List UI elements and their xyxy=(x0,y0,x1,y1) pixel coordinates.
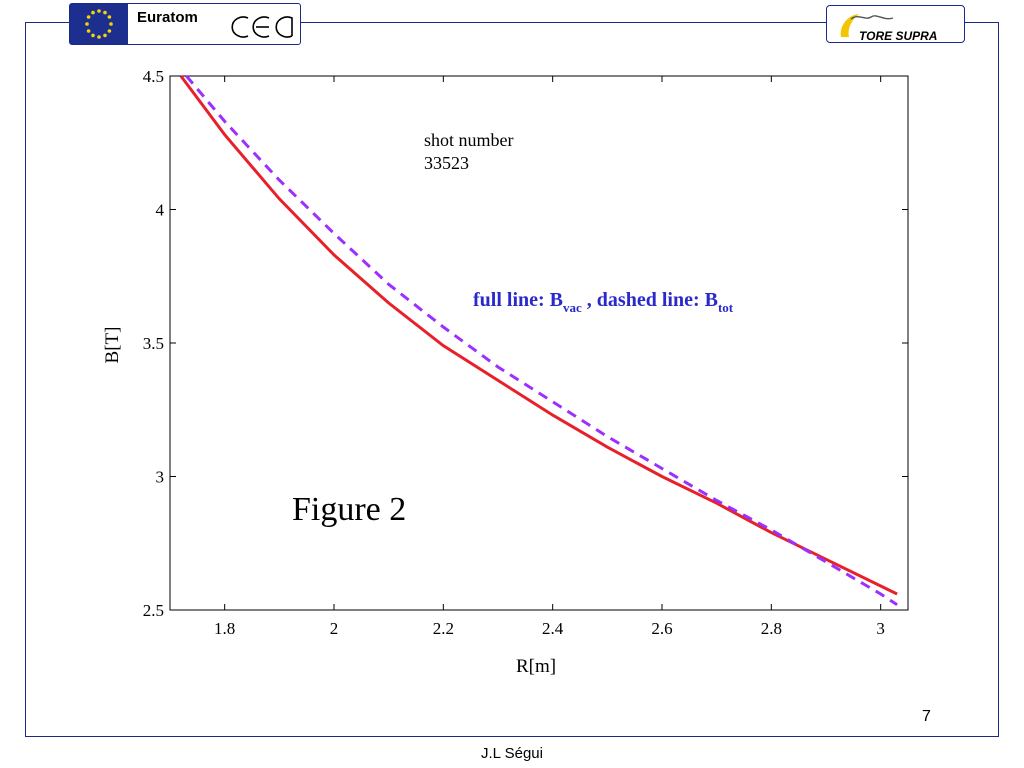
y-tick-label: 3 xyxy=(156,468,165,487)
x-tick-label: 2.2 xyxy=(433,619,454,638)
tore-supra-emblem-icon xyxy=(840,14,894,37)
tore-supra-label: TORE SUPRA xyxy=(859,29,938,43)
legend-sub-tot: tot xyxy=(718,300,734,315)
figure-label: Figure 2 xyxy=(292,491,406,528)
y-tick-label: 4 xyxy=(156,201,165,220)
x-tick-label: 2.6 xyxy=(651,619,672,638)
plot-area xyxy=(169,75,909,611)
legend-text: full line: Bvac , dashed line: Btot xyxy=(473,289,734,315)
y-tick-label: 4.5 xyxy=(143,67,164,86)
legend-sub-vac: vac xyxy=(563,300,582,315)
x-tick-label: 1.8 xyxy=(214,619,235,638)
euratom-cea-logo: Euratom xyxy=(69,3,301,45)
series-line-solid xyxy=(179,75,898,596)
y-axis-label: B[T] xyxy=(102,327,123,364)
shot-number-value: 33523 xyxy=(424,153,469,173)
eu-flag-icon xyxy=(70,4,128,44)
slide-frame xyxy=(25,22,999,737)
x-tick-label: 2.4 xyxy=(542,619,564,638)
euratom-label: Euratom xyxy=(137,9,198,26)
legend-prefix: full line: B xyxy=(473,289,563,311)
series-lines xyxy=(179,75,898,606)
author-name: J.L Ségui xyxy=(481,745,543,762)
x-tick-label: 2.8 xyxy=(761,619,782,638)
page-number: 7 xyxy=(922,708,931,725)
y-tick-label: 3.5 xyxy=(143,334,164,353)
axis-ticks: 1.8 2 2.2 2.4 2.6 2.8 3 2.5 3 3.5 4 4.5 xyxy=(143,67,908,638)
y-tick-label: 2.5 xyxy=(143,601,164,620)
x-tick-label: 3 xyxy=(876,619,885,638)
shot-number-label: shot number xyxy=(424,130,514,150)
x-axis-label: R[m] xyxy=(516,656,556,677)
tore-supra-logo: TORE SUPRA xyxy=(826,5,965,43)
x-tick-label: 2 xyxy=(330,619,339,638)
cea-logo-icon xyxy=(231,16,293,38)
legend-mid: , dashed line: B xyxy=(582,289,718,311)
series-line-dashed xyxy=(185,75,898,606)
